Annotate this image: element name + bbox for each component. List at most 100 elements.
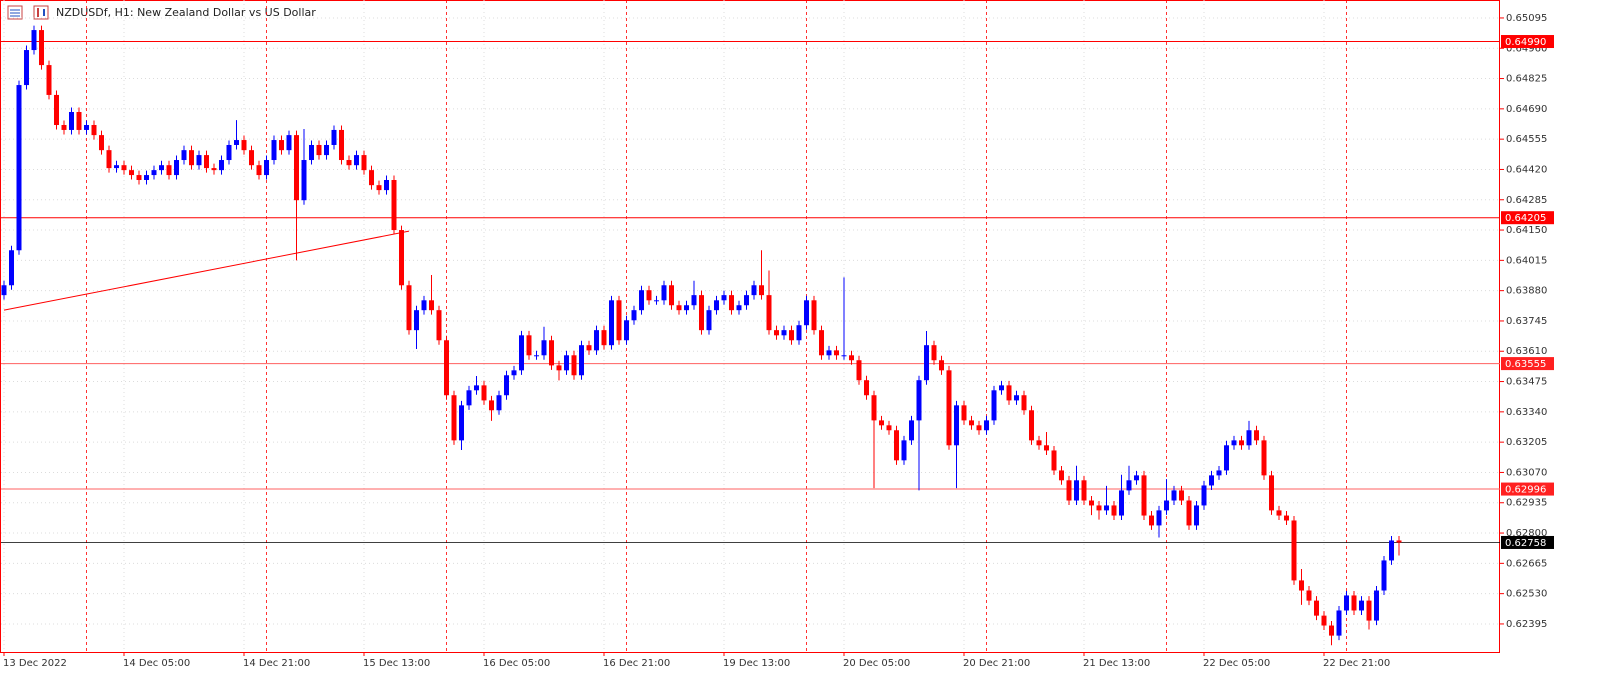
candle-body [1021, 395, 1027, 411]
candle-body [9, 250, 14, 286]
candle-body [1119, 490, 1124, 516]
x-tick-label: 16 Dec 21:00 [603, 658, 670, 669]
candle-body [1081, 480, 1087, 501]
candle-body [399, 230, 404, 286]
candle-body [916, 380, 922, 421]
candle-body [1059, 470, 1064, 481]
candle-body [181, 150, 187, 161]
candle-body [61, 125, 67, 130]
candle-body [466, 390, 472, 406]
candle-body [594, 330, 599, 351]
chart-title: NZDUSDf, H1: New Zealand Dollar vs US Do… [56, 6, 316, 19]
candle-body [909, 420, 914, 441]
y-tick-label: 0.63610 [1506, 346, 1547, 357]
candle-body [1209, 475, 1214, 486]
candle-body [204, 155, 209, 169]
candle-body [924, 345, 929, 381]
candle-body [1111, 505, 1117, 516]
x-tick-label: 21 Dec 13:00 [1083, 658, 1150, 669]
plot-frame [0, 0, 1500, 653]
candle-body [646, 290, 652, 301]
candle-body [1149, 515, 1154, 526]
candle-body [316, 144, 322, 156]
level-box [1501, 211, 1554, 225]
candle-body [526, 335, 532, 356]
candle-body [39, 30, 44, 66]
candle-body [616, 300, 622, 341]
candle-body [1359, 600, 1364, 611]
candle-body [984, 420, 989, 431]
candle-body [714, 300, 719, 311]
candle-body [376, 185, 382, 191]
candle-body [1104, 505, 1109, 511]
x-tick-label: 20 Dec 21:00 [963, 658, 1030, 669]
candle-body [1051, 450, 1057, 471]
candle-body [256, 165, 262, 176]
candle-body [106, 150, 112, 169]
candle-body [1269, 475, 1274, 511]
icon [33, 5, 49, 20]
candle-body [76, 111, 82, 130]
candle-body [571, 355, 577, 376]
candle-body [804, 300, 809, 326]
x-tick-label: 16 Dec 05:00 [483, 658, 550, 669]
candle-body [1389, 540, 1394, 561]
candle-body [196, 155, 202, 166]
candle-body [534, 355, 539, 357]
candle-body [129, 170, 134, 176]
candle-body [144, 175, 149, 181]
candle-body [496, 395, 502, 411]
x-tick-label: 19 Dec 13:00 [723, 658, 790, 669]
candle-body [1351, 595, 1357, 611]
candle-body [1096, 505, 1102, 511]
candle-body [1156, 510, 1162, 526]
candle-body [234, 140, 239, 145]
candle-body [211, 168, 217, 171]
candle-body [331, 129, 337, 145]
candle-body [811, 300, 817, 331]
y-tick-label: 0.64960 [1506, 43, 1547, 54]
candle-body [1261, 440, 1267, 476]
candle-body [894, 430, 899, 461]
candle-body [286, 135, 292, 151]
candle-body [391, 180, 397, 231]
x-tick-label: 13 Dec 2022 [3, 658, 67, 669]
candle-body [249, 150, 254, 166]
y-tick-label: 0.64825 [1506, 74, 1547, 85]
y-tick-label: 0.64015 [1506, 255, 1547, 266]
candle-body [309, 144, 314, 161]
candle-body [766, 295, 772, 331]
candle-body [1126, 480, 1132, 491]
candle-body [174, 160, 179, 176]
y-tick-label: 0.62665 [1506, 558, 1547, 569]
candle-body [219, 160, 224, 171]
candle-body [1366, 600, 1372, 621]
candle-body [796, 325, 802, 341]
candle-body [1374, 590, 1379, 621]
candle-body [301, 160, 307, 201]
candle-body [556, 365, 562, 371]
candle-body [759, 285, 764, 296]
candle-body [1179, 490, 1184, 501]
candle-body [1014, 395, 1019, 401]
candle-body [16, 85, 22, 251]
candle-body [1029, 410, 1034, 441]
candle-body [1089, 500, 1094, 506]
candle-body [901, 440, 907, 461]
candle-body [1134, 475, 1139, 481]
candle-body [271, 140, 277, 161]
candle-body [481, 385, 487, 401]
candle-body [339, 129, 344, 161]
candle-body [954, 405, 959, 446]
candle-body [864, 380, 869, 396]
candle-body [264, 160, 269, 176]
candle-body [519, 335, 524, 371]
candle-body [1171, 490, 1177, 501]
candle-body [91, 125, 97, 136]
candle-body [1276, 510, 1282, 516]
y-tick-label: 0.64420 [1506, 164, 1547, 175]
candle-body [601, 330, 607, 346]
candle-body [736, 305, 742, 311]
candle-body [384, 180, 389, 191]
candle-body [1044, 445, 1049, 451]
